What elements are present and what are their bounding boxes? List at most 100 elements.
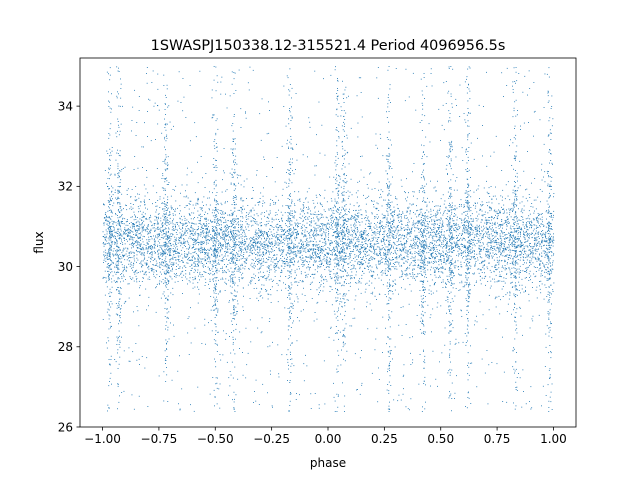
scatter-point <box>272 243 273 245</box>
scatter-point <box>213 230 214 232</box>
scatter-point <box>305 261 307 262</box>
scatter-point <box>419 265 421 267</box>
scatter-point <box>304 229 306 231</box>
scatter-point <box>464 192 466 194</box>
scatter-point <box>191 171 193 173</box>
scatter-point <box>326 223 328 225</box>
scatter-point <box>353 266 355 268</box>
scatter-point <box>302 281 304 283</box>
scatter-point <box>535 238 537 240</box>
scatter-point <box>417 246 419 247</box>
scatter-point <box>367 269 369 270</box>
scatter-point <box>392 230 394 232</box>
scatter-point <box>288 237 289 239</box>
scatter-point <box>528 300 530 302</box>
scatter-point <box>404 215 405 217</box>
scatter-point <box>359 180 360 182</box>
scatter-point <box>297 230 299 232</box>
scatter-point <box>310 230 311 232</box>
scatter-point <box>404 217 405 219</box>
scatter-point <box>424 261 426 263</box>
scatter-point <box>371 213 373 215</box>
scatter-point <box>453 208 455 210</box>
scatter-point <box>189 229 191 231</box>
scatter-point <box>384 272 386 274</box>
scatter-point <box>241 227 243 229</box>
scatter-point <box>156 219 158 221</box>
scatter-point <box>336 245 338 247</box>
scatter-point <box>469 250 471 252</box>
scatter-point <box>427 227 429 229</box>
scatter-point <box>271 251 272 253</box>
scatter-point <box>251 262 253 264</box>
scatter-point <box>385 226 387 228</box>
scatter-point <box>161 234 163 236</box>
scatter-point <box>194 240 196 242</box>
scatter-point <box>399 248 401 250</box>
scatter-point <box>331 235 333 237</box>
scatter-point <box>168 248 170 250</box>
scatter-point <box>444 236 445 238</box>
scatter-point <box>194 261 196 262</box>
scatter-point <box>257 251 258 253</box>
scatter-point <box>505 222 507 223</box>
scatter-point <box>431 241 433 243</box>
scatter-point <box>240 226 241 228</box>
scatter-point <box>368 222 370 224</box>
scatter-point <box>148 265 150 267</box>
scatter-point <box>329 261 331 263</box>
scatter-point <box>423 250 425 252</box>
scatter-point <box>220 244 222 246</box>
scatter-point <box>487 228 489 230</box>
scatter-point <box>479 228 481 230</box>
scatter-point <box>168 265 170 267</box>
scatter-point <box>143 255 145 257</box>
scatter-point <box>475 240 477 241</box>
scatter-point <box>518 208 519 210</box>
scatter-point <box>231 222 232 224</box>
scatter-point <box>223 234 225 236</box>
scatter-point <box>512 240 514 242</box>
scatter-point <box>390 284 392 286</box>
scatter-point <box>123 254 125 256</box>
scatter-point <box>233 204 235 205</box>
scatter-point <box>216 222 218 224</box>
scatter-point <box>335 288 336 290</box>
scatter-point <box>539 243 541 245</box>
scatter-point <box>430 269 431 271</box>
scatter-point <box>487 250 489 252</box>
scatter-point <box>285 232 286 233</box>
scatter-point <box>370 228 372 229</box>
scatter-point <box>497 280 499 282</box>
scatter-point <box>499 237 501 239</box>
scatter-point <box>517 227 519 229</box>
scatter-point <box>339 235 341 237</box>
scatter-point <box>230 251 232 253</box>
scatter-point <box>328 266 329 268</box>
scatter-point <box>333 221 334 223</box>
scatter-point <box>125 230 126 232</box>
scatter-point <box>157 250 159 252</box>
scatter-point <box>119 254 121 256</box>
scatter-point <box>121 234 123 236</box>
scatter-point <box>492 250 494 251</box>
scatter-point <box>171 236 173 237</box>
scatter-point <box>329 273 331 275</box>
scatter-point <box>250 221 252 223</box>
scatter-point <box>157 246 158 247</box>
scatter-point <box>524 248 525 250</box>
scatter-point <box>200 224 202 225</box>
scatter-point <box>449 224 451 225</box>
scatter-point <box>270 269 272 271</box>
scatter-point <box>138 223 140 225</box>
scatter-point <box>528 253 530 255</box>
scatter-point <box>358 215 360 217</box>
scatter-point <box>222 248 223 250</box>
scatter-point <box>517 233 519 235</box>
scatter-point <box>243 231 245 233</box>
scatter-point <box>306 222 308 224</box>
scatter-point <box>496 259 498 261</box>
scatter-point <box>183 215 185 217</box>
scatter-point <box>424 287 426 288</box>
scatter-point <box>541 242 543 244</box>
